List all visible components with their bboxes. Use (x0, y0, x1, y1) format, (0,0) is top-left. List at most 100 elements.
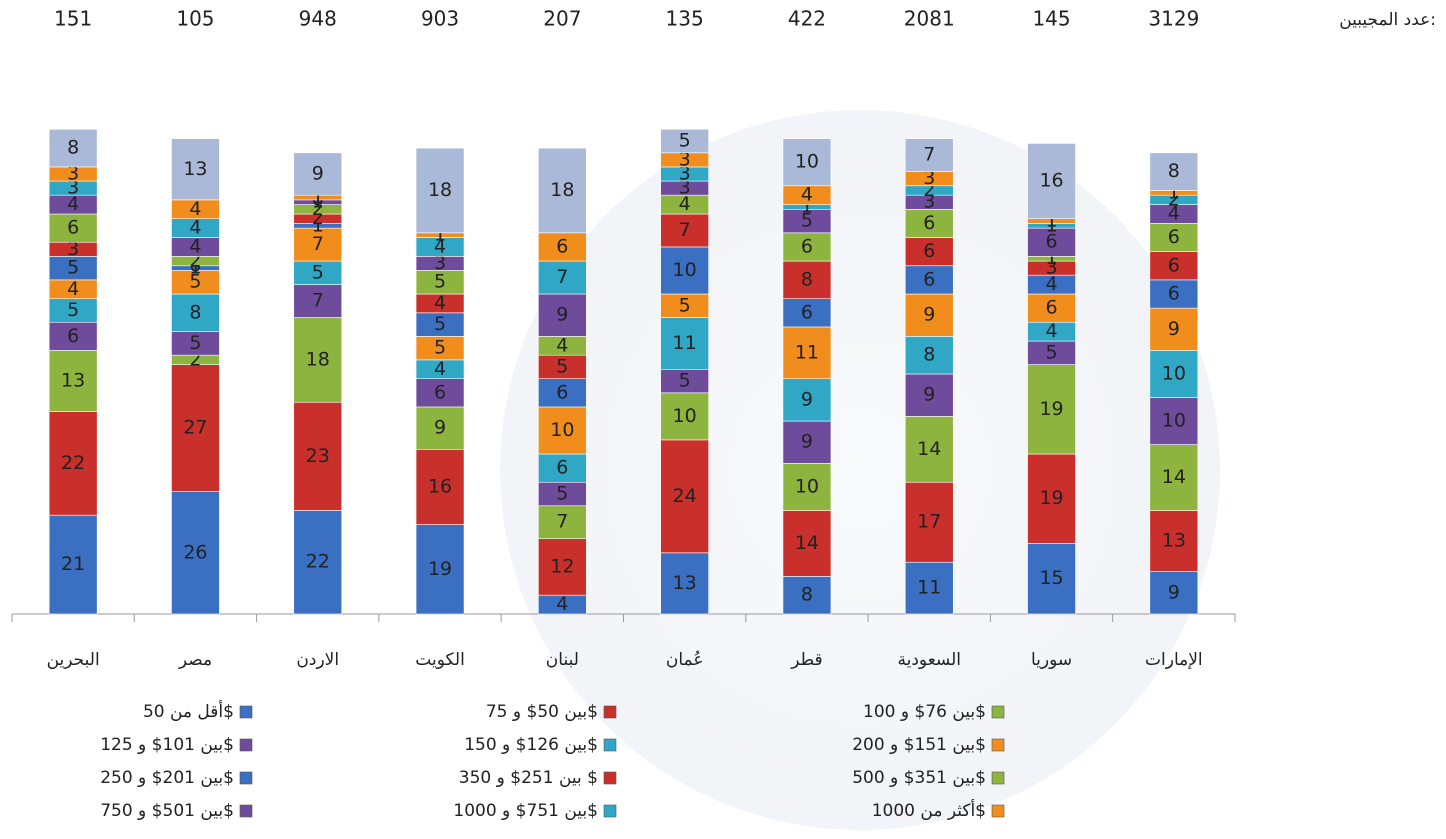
segment-label: 18 (306, 348, 330, 370)
respondent-count: 207 (543, 7, 581, 31)
bar-segment (538, 260, 587, 295)
bar-segment (904, 293, 954, 337)
segment-label: 9 (556, 304, 568, 326)
bar-segment (48, 128, 98, 168)
bar-segment (538, 293, 587, 337)
segment-label: 15 (1039, 567, 1063, 589)
bar-segment (538, 505, 587, 540)
segment-label: 6 (923, 212, 935, 234)
segment-label: 4 (67, 278, 79, 300)
bar-segment (1149, 444, 1199, 511)
segment-label: 7 (312, 290, 324, 312)
segment-label: 14 (917, 438, 941, 460)
segment-label: 26 (183, 541, 207, 563)
bar-segment (538, 538, 587, 596)
segment-label: 5 (189, 332, 201, 354)
segment-label: 7 (679, 219, 691, 241)
bar-segment (171, 138, 220, 201)
segment-label: 3 (679, 148, 691, 170)
segment-label: 3 (67, 238, 79, 260)
legend-label: أكثر من 1000$ (872, 799, 986, 821)
legend-swatch (603, 771, 617, 785)
bar-segment (538, 232, 587, 262)
segment-label: 16 (1039, 170, 1063, 192)
segment-label: 7 (312, 233, 324, 255)
bar-segment (415, 448, 465, 525)
bar-segment (171, 491, 220, 615)
bar-segment (538, 378, 587, 408)
legend-swatch (603, 705, 617, 719)
segment-label: 6 (1168, 254, 1180, 276)
bar-segment (1149, 307, 1199, 351)
segment-label: 5 (679, 294, 691, 316)
bar-segment (904, 208, 954, 238)
x-tick-label: الاردن (296, 650, 339, 670)
bar-segment (538, 147, 587, 234)
x-tick-label: مصر (178, 650, 212, 670)
segment-label: 5 (556, 355, 568, 377)
x-tick-label: عُمان (666, 650, 704, 670)
segment-label: 14 (1162, 466, 1186, 488)
bar-segment (782, 326, 832, 380)
legend-label: أقل من 50$ (143, 700, 234, 722)
bar-segment (1027, 143, 1076, 220)
segment-label: 11 (673, 332, 697, 354)
segment-label: 19 (1039, 398, 1063, 420)
bar-segment (660, 317, 709, 370)
segment-label: 6 (556, 235, 568, 257)
bar-segment (1027, 227, 1076, 257)
segment-label: 4 (67, 193, 79, 215)
bar-segment (904, 481, 954, 563)
segment-label: 19 (1039, 487, 1063, 509)
segment-label: 4 (189, 217, 201, 239)
segment-label: 4 (801, 184, 813, 206)
segment-label: 8 (801, 268, 813, 290)
segment-label: 3 (67, 177, 79, 199)
legend-label: بين 251$ و 350 $ (459, 768, 598, 788)
segment-label: 10 (1162, 410, 1186, 432)
segment-label: 6 (923, 240, 935, 262)
segment-label: 9 (312, 163, 324, 185)
segment-label: 16 (428, 475, 452, 497)
bar-segment (782, 420, 832, 464)
segment-label: 13 (61, 370, 85, 392)
segment-label: 6 (1168, 283, 1180, 305)
segment-label: 8 (189, 301, 201, 323)
x-tick-label: سوريا (1031, 650, 1072, 670)
bar-segment (1149, 510, 1199, 572)
segment-label: 11 (917, 577, 941, 599)
segment-label: 13 (1162, 530, 1186, 552)
segment-label: 6 (67, 325, 79, 347)
segment-label: 3 (434, 252, 446, 274)
respondent-count: 105 (176, 7, 214, 31)
bar-segment (293, 401, 343, 511)
segment-label: 18 (428, 179, 452, 201)
segment-label: 3 (923, 191, 935, 213)
legend-label: بين 151$ و 200$ (852, 735, 986, 755)
segment-label: 4 (556, 593, 568, 615)
segment-label: 5 (434, 337, 446, 359)
bar-segment (904, 416, 954, 483)
segment-label: 10 (795, 151, 819, 173)
segment-label: 5 (801, 210, 813, 232)
segment-label: 24 (673, 485, 697, 507)
segment-label: 5 (1046, 341, 1058, 363)
segment-label: 5 (434, 271, 446, 293)
bar-segment (48, 213, 98, 243)
segment-label: 9 (801, 431, 813, 453)
legend-label: بين 751$ و 1000$ (453, 801, 598, 821)
bar-segment (1027, 453, 1076, 544)
segment-label: 10 (673, 405, 697, 427)
legend-swatch (991, 804, 1005, 818)
legend-label: بين 126$ و 150$ (464, 735, 598, 755)
segment-label: 6 (1046, 297, 1058, 319)
segment-label: 3 (679, 177, 691, 199)
legend-swatch (991, 705, 1005, 719)
legend-label: بين 50$ و 75$ (486, 702, 598, 722)
bar-segment (1149, 279, 1199, 309)
segment-label: 5 (67, 299, 79, 321)
bar-segment (293, 510, 343, 615)
segment-label: 3 (679, 163, 691, 185)
segment-label: 3 (1046, 257, 1058, 279)
